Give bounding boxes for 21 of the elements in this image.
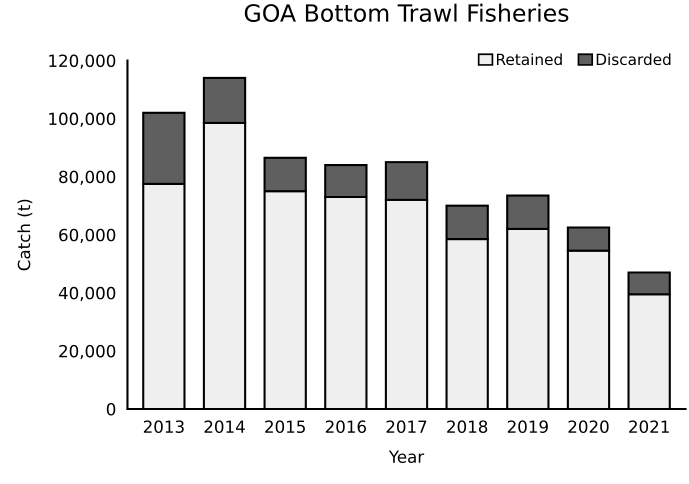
y-tick-label: 120,000 <box>49 54 116 69</box>
x-tick-label: 2015 <box>265 420 305 433</box>
legend-label: Retained <box>496 53 562 66</box>
x-tick-label: 2021 <box>629 420 669 433</box>
y-tick-label: 0 <box>106 402 116 416</box>
x-tick-label: 2018 <box>447 420 488 433</box>
x-tick-label: 2017 <box>386 420 426 433</box>
x-tick-label: 2013 <box>144 420 184 433</box>
legend-label: Discarded <box>596 53 670 66</box>
y-tick-label: 20,000 <box>59 344 116 360</box>
y-tick-label: 80,000 <box>59 170 116 185</box>
x-tick-label: 2014 <box>204 420 245 433</box>
y-tick-label: 60,000 <box>59 228 116 244</box>
x-tick-label: 2019 <box>508 420 548 433</box>
x-tick-label: 2020 <box>568 420 609 433</box>
y-tick-label: 100,000 <box>49 112 116 127</box>
y-tick-label: 40,000 <box>58 286 116 302</box>
x-tick-label: 2016 <box>326 420 366 433</box>
x-axis-title: Year <box>388 450 424 464</box>
chart-title: GOA Bottom Trawl Fisheries <box>244 4 568 22</box>
y-axis-title: Catch (t) <box>17 200 32 270</box>
